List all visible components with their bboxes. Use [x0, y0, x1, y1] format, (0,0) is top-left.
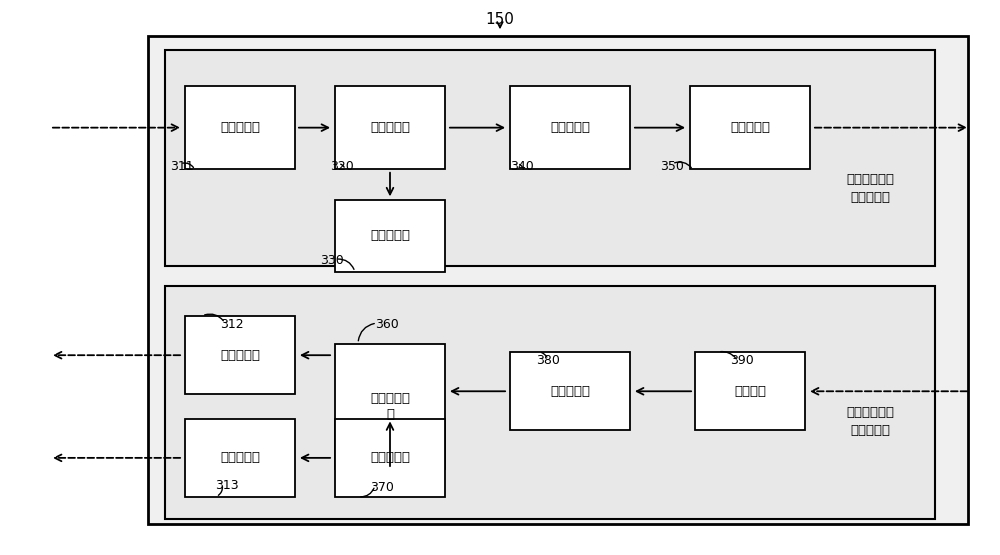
Bar	[690, 86, 810, 169]
Text: 温度检测器: 温度检测器	[370, 229, 410, 243]
Text: 150: 150	[486, 12, 514, 27]
Text: 313: 313	[215, 479, 239, 492]
Bar	[185, 86, 295, 169]
Bar	[695, 352, 805, 430]
Text: 340: 340	[510, 160, 534, 173]
Text: 光电转换器内
部发送模块: 光电转换器内 部发送模块	[846, 173, 894, 204]
Bar	[185, 316, 295, 394]
Text: 390: 390	[730, 354, 754, 367]
Text: 电信号放大
器: 电信号放大 器	[370, 392, 410, 421]
Bar	[510, 352, 630, 430]
Text: 370: 370	[370, 481, 394, 494]
Text: 信号探测器: 信号探测器	[370, 451, 410, 465]
Text: 数据缓冲器: 数据缓冲器	[220, 451, 260, 465]
Bar	[335, 344, 445, 468]
Bar	[335, 419, 445, 497]
Text: 380: 380	[536, 354, 560, 367]
Text: 低通滤波器: 低通滤波器	[550, 385, 590, 398]
Text: 激光驱动器: 激光驱动器	[550, 121, 590, 134]
Text: 350: 350	[660, 160, 684, 173]
Text: 光电转换器内
部接收模块: 光电转换器内 部接收模块	[846, 406, 894, 437]
Bar	[165, 286, 935, 519]
Text: 数据缓冲器: 数据缓冲器	[220, 349, 260, 362]
Text: 360: 360	[375, 318, 399, 331]
Bar	[165, 50, 935, 266]
Text: 光接收器: 光接收器	[734, 385, 766, 398]
Bar	[510, 86, 630, 169]
Bar	[335, 200, 445, 272]
Text: 330: 330	[320, 254, 344, 268]
Text: 数据缓冲器: 数据缓冲器	[220, 121, 260, 134]
Text: 激光调制器: 激光调制器	[370, 121, 410, 134]
Text: 311: 311	[170, 160, 194, 173]
Text: 320: 320	[330, 160, 354, 173]
Text: 激光发射器: 激光发射器	[730, 121, 770, 134]
Bar	[335, 86, 445, 169]
Bar	[148, 36, 968, 524]
Text: 312: 312	[220, 318, 244, 331]
Bar	[185, 419, 295, 497]
